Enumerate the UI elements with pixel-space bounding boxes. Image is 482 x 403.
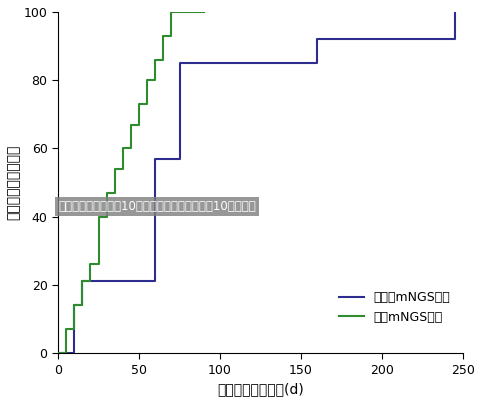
Legend: 未进行mNGS检测, 进行mNGS检测: 未进行mNGS检测, 进行mNGS检测 bbox=[333, 285, 457, 330]
X-axis label: 起病到诊断的时间(d): 起病到诊断的时间(d) bbox=[217, 382, 304, 396]
Text: 苏州新增阳性感染者10例（苏州新增阳性感染者10例病例）: 苏州新增阳性感染者10例（苏州新增阳性感染者10例病例） bbox=[58, 200, 256, 213]
Y-axis label: 肺毛霞病诊断阳性率: 肺毛霞病诊断阳性率 bbox=[7, 145, 21, 220]
